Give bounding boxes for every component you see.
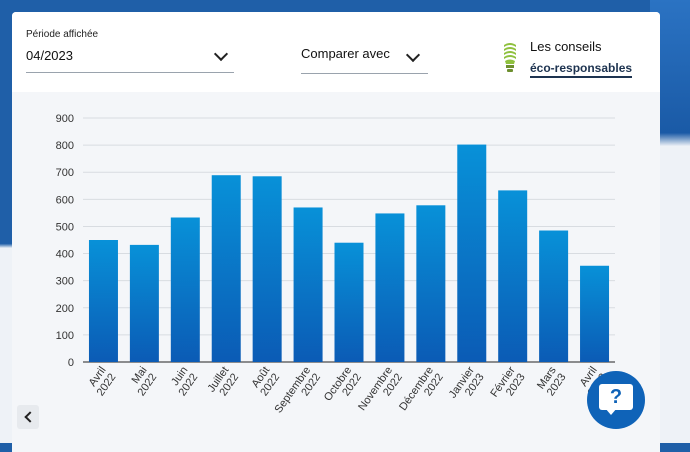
y-tick-label: 200 [56, 303, 74, 315]
bar[interactable] [88, 240, 118, 362]
chevron-down-icon [213, 46, 229, 62]
eco-advice-link[interactable]: éco-responsables [530, 61, 633, 78]
bar[interactable] [293, 207, 323, 362]
y-tick-label: 300 [56, 276, 74, 288]
bar[interactable] [129, 244, 159, 362]
bar[interactable] [416, 205, 446, 362]
compare-label: Comparer avec [301, 46, 390, 61]
bar[interactable] [252, 176, 282, 362]
previous-period-button[interactable] [17, 405, 39, 429]
chart-area: 0 100 200 300 400 500 600 700 800 900 Avril 2022 Mai… [12, 92, 660, 452]
help-chat-button[interactable]: ? [587, 371, 645, 429]
chevron-down-icon [405, 47, 421, 63]
y-tick-label: 900 [56, 113, 74, 125]
consumption-card: Période affichée 04/2023 Comparer avec L… [12, 12, 660, 452]
period-select[interactable]: 04/2023 [26, 44, 234, 73]
y-tick-label: 100 [56, 330, 74, 342]
eco-advice-title: Les conseils [530, 39, 602, 54]
y-tick-label: 800 [56, 140, 74, 152]
period-value: 04/2023 [26, 48, 73, 63]
period-label: Période affichée [26, 29, 99, 40]
bar[interactable] [334, 242, 364, 362]
y-tick-label: 400 [56, 249, 74, 261]
bar[interactable] [580, 265, 610, 362]
eco-bulb-icon [504, 43, 516, 72]
bar[interactable] [539, 230, 569, 362]
y-tick-label: 700 [56, 167, 74, 179]
y-tick-label: 600 [56, 194, 74, 206]
card-header: Période affichée 04/2023 Comparer avec L… [12, 12, 660, 92]
compare-select[interactable]: Comparer avec [301, 42, 428, 74]
help-chat-icon: ? [599, 384, 633, 410]
y-tick-label: 0 [68, 357, 74, 369]
y-tick-label: 500 [56, 221, 74, 233]
bar[interactable] [498, 190, 528, 362]
bar[interactable] [375, 213, 405, 362]
chevron-left-icon [24, 411, 36, 423]
bar[interactable] [211, 175, 241, 362]
bar[interactable] [170, 217, 200, 362]
bar[interactable] [457, 144, 487, 362]
